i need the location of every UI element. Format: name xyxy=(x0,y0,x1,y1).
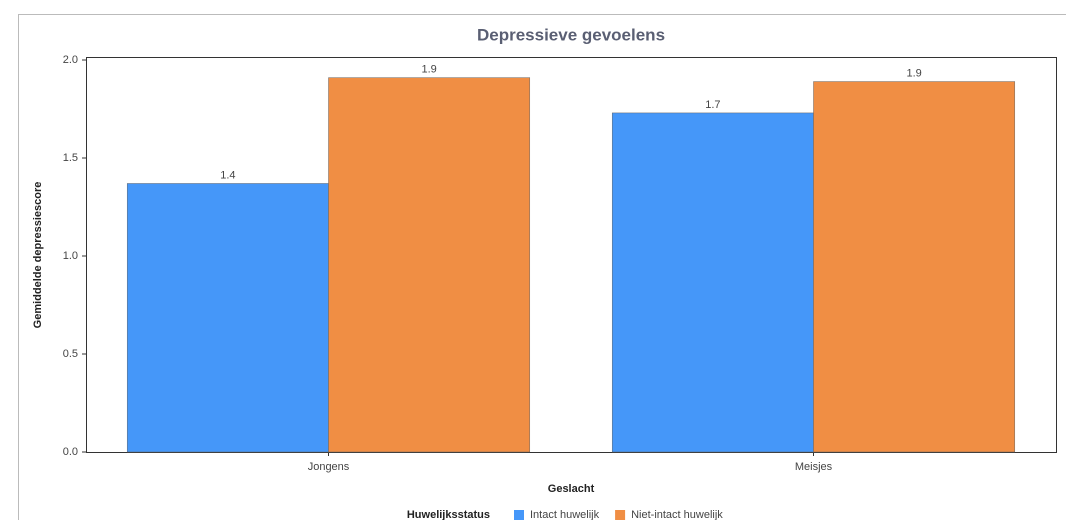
x-axis-title: Geslacht xyxy=(548,483,595,495)
chart-title: Depressieve gevoelens xyxy=(477,25,665,44)
y-tick-label: 1.0 xyxy=(63,250,78,262)
legend-title: Huwelijksstatus xyxy=(407,509,490,520)
bar xyxy=(611,112,814,453)
y-tick-label: 0.0 xyxy=(63,446,78,458)
x-tick-label: Meisjes xyxy=(795,461,833,473)
bar xyxy=(813,81,1016,453)
legend-label: Intact huwelijk xyxy=(530,509,600,520)
y-tick-label: 2.0 xyxy=(63,54,78,66)
y-axis-title: Gemiddelde depressiescore xyxy=(32,182,44,329)
value-label: 1.4 xyxy=(220,169,235,181)
chart-border xyxy=(18,14,1066,520)
value-label: 1.9 xyxy=(421,64,436,76)
plot-frame xyxy=(86,57,1057,453)
bar xyxy=(126,183,329,453)
y-tick-label: 0.5 xyxy=(63,348,78,360)
bar xyxy=(328,77,531,453)
legend-swatch xyxy=(514,510,524,520)
legend-swatch xyxy=(615,510,626,520)
y-tick-label: 1.5 xyxy=(63,152,78,164)
value-label: 1.7 xyxy=(705,99,720,111)
value-label: 1.9 xyxy=(906,67,921,79)
legend-label: Niet-intact huwelijk xyxy=(631,509,723,520)
x-tick-label: Jongens xyxy=(308,461,350,473)
